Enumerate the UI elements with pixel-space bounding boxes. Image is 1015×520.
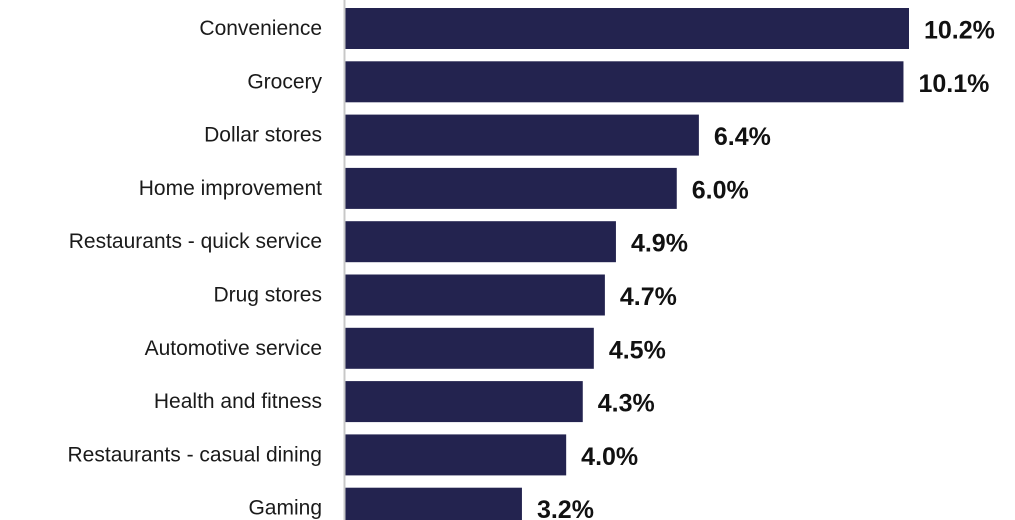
- bar-gaming: [345, 487, 522, 520]
- category-label: Convenience: [199, 17, 322, 40]
- category-label: Health and fitness: [154, 390, 322, 413]
- category-label: Home improvement: [139, 177, 322, 200]
- bar-dollar-stores: [345, 114, 699, 156]
- value-label: 4.0%: [581, 443, 638, 471]
- value-label: 4.9%: [631, 230, 688, 258]
- category-label: Dollar stores: [204, 124, 322, 147]
- bars-layer: [345, 8, 909, 520]
- category-labels: Convenience Grocery Dollar stores Home impr…: [68, 17, 323, 520]
- category-label: Gaming: [248, 497, 322, 520]
- value-labels: 10.2% 10.1% 6.4% 6.0%4.9% 4.7% 4.5% 4.3% 4.0% 3.…: [537, 17, 995, 520]
- value-label: 4.3%: [598, 390, 655, 418]
- value-label: 3.2%: [537, 496, 594, 520]
- bar-restaurants-quick-service: [345, 221, 616, 263]
- value-label: 6.4%: [714, 123, 771, 151]
- value-label: 4.7%: [620, 283, 677, 311]
- value-label: 10.2%: [924, 17, 995, 45]
- bar-drug-stores: [345, 274, 605, 316]
- value-label: 4.5%: [609, 336, 666, 364]
- value-label: 10.1%: [918, 70, 989, 98]
- category-label: Automotive service: [145, 337, 322, 360]
- bar-health-and-fitness: [345, 381, 583, 423]
- category-label: Drug stores: [213, 284, 322, 307]
- value-label: 6.0%: [692, 176, 749, 204]
- bar-restaurants-casual-dining: [345, 434, 567, 476]
- bar-grocery: [345, 61, 904, 103]
- category-label: Restaurants - quick service: [69, 230, 322, 253]
- category-label: Restaurants - casual dining: [68, 443, 322, 466]
- bar-home-improvement: [345, 167, 677, 209]
- bar-convenience: [345, 8, 909, 49]
- bar-automotive-service: [345, 327, 594, 369]
- category-label: Grocery: [247, 70, 322, 93]
